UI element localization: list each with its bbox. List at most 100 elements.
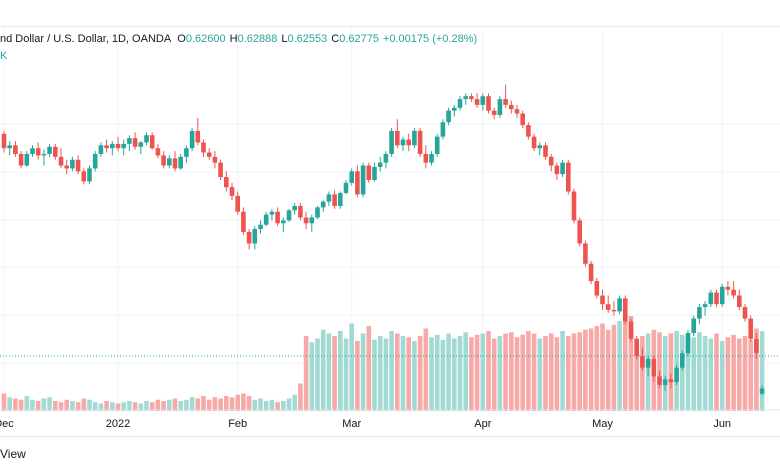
candle-body xyxy=(121,143,126,149)
candle-body xyxy=(395,130,400,146)
candle-body xyxy=(697,307,702,319)
x-tick-label: Jun xyxy=(713,418,731,430)
volume-bar xyxy=(366,326,372,411)
x-tick-label: Feb xyxy=(228,418,247,430)
volume-bar xyxy=(469,337,474,411)
volume-bar xyxy=(224,396,229,411)
volume-bar xyxy=(35,401,41,411)
candle-body xyxy=(110,143,115,149)
volume-bar xyxy=(759,331,765,411)
volume-bar xyxy=(372,339,377,411)
candle-body xyxy=(560,162,565,175)
volume-bar xyxy=(742,336,748,411)
candle-body xyxy=(104,145,109,149)
volume-bar xyxy=(594,326,600,411)
volume-bar xyxy=(309,342,315,411)
volume-bar xyxy=(412,341,417,411)
volume-bar xyxy=(623,318,628,411)
volume-bar xyxy=(58,402,64,411)
candle-body xyxy=(440,122,446,137)
candle-body xyxy=(662,379,668,386)
candle-body xyxy=(30,148,35,154)
candle-body xyxy=(469,96,474,100)
volume-bar xyxy=(81,398,87,411)
candle-body xyxy=(58,156,64,166)
volume-bar xyxy=(389,331,394,411)
candle-body xyxy=(326,194,332,202)
volume-bar xyxy=(417,336,423,411)
candle-body xyxy=(605,304,611,310)
candle-body xyxy=(497,99,503,115)
volume-bar xyxy=(218,398,223,411)
volume-bar xyxy=(725,337,731,411)
volume-bar xyxy=(149,402,155,411)
candle-body xyxy=(172,158,178,169)
candle-body xyxy=(680,353,685,368)
footer-text[interactable]: View xyxy=(0,447,26,461)
volume-bar xyxy=(486,331,491,411)
candle-body xyxy=(759,388,765,394)
candle-body xyxy=(452,107,457,111)
candle-body xyxy=(577,220,582,244)
volume-bar xyxy=(246,396,252,411)
symbol-legend: nd Dollar / U.S. Dollar, 1D, OANDA O0.62… xyxy=(0,33,477,45)
open-label: O xyxy=(177,33,186,45)
volume-bar xyxy=(275,402,280,411)
volume-bar xyxy=(566,336,571,411)
volume-bar xyxy=(685,336,691,411)
chart-area[interactable]: Dec 2022 Feb Mar Apr May Jun xyxy=(0,26,780,436)
candlestick-chart[interactable]: Dec 2022 Feb Mar Apr May Jun xyxy=(0,26,780,436)
candle-body xyxy=(53,146,58,157)
candle-body xyxy=(389,130,394,154)
candle-body xyxy=(554,165,560,175)
volume-bar xyxy=(531,333,537,411)
candle-body xyxy=(309,217,315,224)
candle-body xyxy=(144,135,149,143)
volume-bar xyxy=(13,398,18,411)
candle-body xyxy=(537,145,543,149)
volume-bar xyxy=(121,402,126,411)
top-toolbar-strip xyxy=(0,0,780,27)
candle-body xyxy=(594,281,600,296)
candle-body xyxy=(320,201,326,208)
candle-body xyxy=(719,286,725,305)
volume-bar xyxy=(520,334,525,411)
candle-body xyxy=(583,243,588,264)
volume-bar xyxy=(611,324,617,411)
volume-bar xyxy=(395,333,400,411)
candle-body xyxy=(132,138,138,147)
volume-bar xyxy=(571,333,577,411)
candle-body xyxy=(332,194,337,206)
volume-bar xyxy=(189,397,195,411)
candle-body xyxy=(338,192,343,206)
volume-bar xyxy=(252,399,258,411)
volume-bar xyxy=(98,403,104,411)
volume-bar xyxy=(702,336,708,411)
volume-bar xyxy=(161,401,166,411)
volume-bar xyxy=(92,402,98,411)
volume-legend: K xyxy=(0,50,8,62)
candle-body xyxy=(372,166,377,180)
volume-bar xyxy=(138,403,144,411)
candle-body xyxy=(115,143,121,149)
candle-body xyxy=(149,135,155,149)
candle-body xyxy=(155,148,161,156)
candle-body xyxy=(303,217,309,224)
volume-bar xyxy=(18,399,24,411)
candle-body xyxy=(725,286,731,290)
candle-body xyxy=(241,211,246,232)
volume-bar xyxy=(1,393,7,411)
volume-bar xyxy=(446,333,451,411)
volume-bar xyxy=(326,333,332,411)
volume-bar xyxy=(298,383,303,411)
volume-bar xyxy=(24,396,30,411)
candle-body xyxy=(24,153,30,166)
candle-body xyxy=(446,110,451,123)
candle-body xyxy=(235,195,240,212)
volume-bar xyxy=(178,401,183,411)
volume-bar xyxy=(172,398,178,411)
volume-bar xyxy=(30,399,35,411)
candle-body xyxy=(275,211,280,224)
candle-body xyxy=(588,263,594,282)
candle-body xyxy=(263,214,269,225)
